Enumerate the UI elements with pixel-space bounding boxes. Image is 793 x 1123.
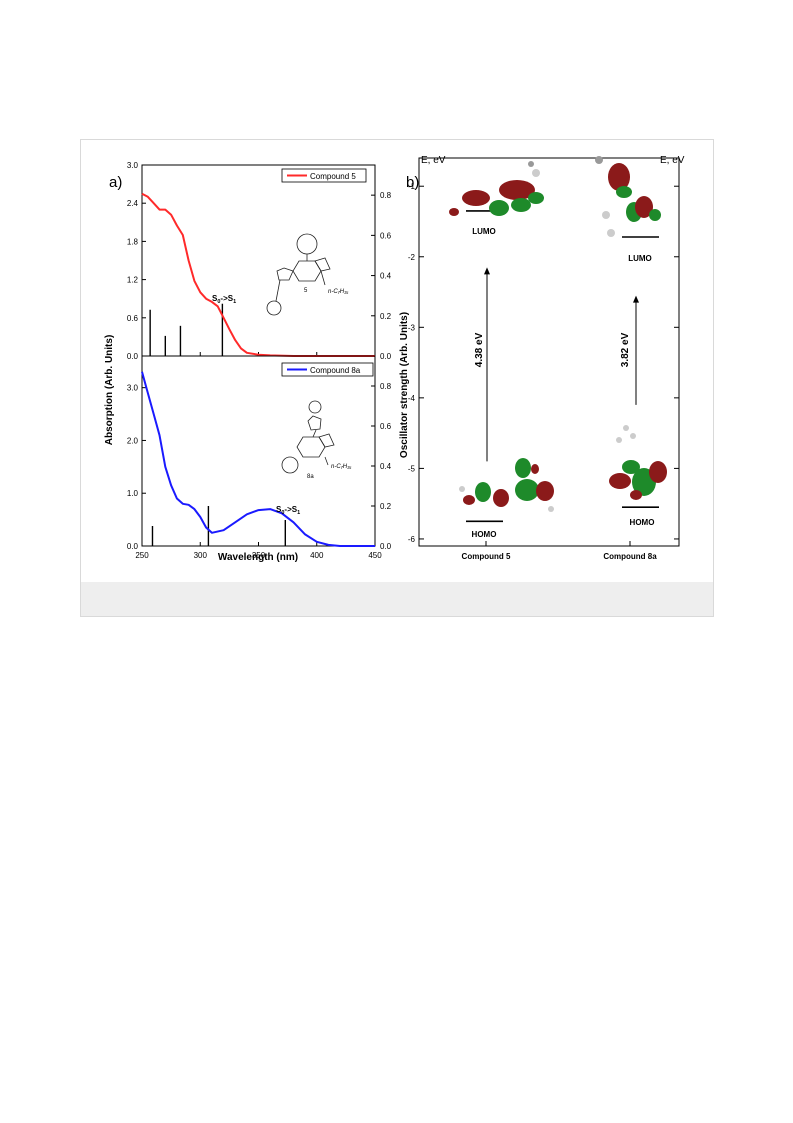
a-bottom-ytick-label: 0.0 (127, 542, 139, 551)
caption-strip (81, 582, 713, 616)
legend-compound-5-label: Compound 5 (310, 172, 356, 181)
b-ytick-label: -1 (408, 182, 416, 191)
legend-compound-8a-label: Compound 8a (310, 366, 361, 375)
figure-frame: a) b) 0.0 0.6 1.2 1.8 2.4 3.0 0.0 0.2 0.4 0.6 0.8 0… (80, 139, 714, 617)
b-ytick-label: -6 (408, 535, 416, 544)
structure-5-chain: n-C₇H₁₅ (328, 289, 349, 295)
a-top-y2tick-label: 0.0 (380, 352, 392, 361)
a-ylabel: Absorption (Arb. Units) (104, 335, 115, 446)
figure-svg: a) b) 0.00.61.21.82.43.00.00.20.40.60.80… (104, 155, 685, 563)
a-top-ytick-label: 1.2 (127, 276, 139, 285)
b-ytick-label: -4 (408, 394, 416, 403)
b-frame (418, 157, 680, 547)
a-top-ytick-label: 1.8 (127, 237, 139, 246)
a-top-ytick-label: 0.0 (127, 352, 139, 361)
a-top-y2tick-label: 0.6 (380, 231, 392, 240)
a-top-ytick-label: 2.4 (127, 199, 139, 208)
homo-8a-orbital (609, 425, 667, 500)
legend-compound-5: Compound 5 (281, 168, 367, 183)
a-bottom-xtick-label: 400 (310, 551, 324, 560)
a-top-y2tick-label: 0.2 (380, 312, 392, 321)
a-bottom-ytick-label: 2.0 (127, 436, 139, 445)
a-bottom-y2tick-label: 0.0 (380, 542, 392, 551)
a-top-ytick-label: 0.6 (127, 314, 139, 323)
b-category-compound-8a: Compound 8a (603, 552, 657, 561)
annotation-a-bottom: S0->S1 (276, 505, 300, 516)
a-top-series-line (141, 192, 375, 357)
panel-a-label: a) (109, 174, 122, 191)
svg-text:S0->S1: S0->S1 (212, 294, 236, 305)
homo-5-label: HOMO (472, 530, 497, 539)
panel-b-label: b) (406, 174, 419, 191)
b-ylabel-right: E, eV (660, 155, 685, 166)
a-bottom-xtick-label: 350 (252, 551, 266, 560)
a-y2label: Oscillator strength (Arb. Units) (399, 312, 410, 458)
b-ytick-label: -2 (408, 253, 416, 262)
legend-compound-8a: Compound 8a (281, 362, 374, 377)
lumo-5-label: LUMO (472, 227, 496, 236)
gap-5-label: 4.38 eV (474, 332, 485, 367)
a-bottom-y2tick-label: 0.2 (380, 502, 392, 511)
a-bottom-xtick-label: 450 (368, 551, 382, 560)
structure-8a-drawing: 8a n-C₇H₁₅ (281, 400, 352, 480)
a-bottom-y2tick-label: 0.4 (380, 462, 392, 471)
panel-b: -1 -2 -3 -4 -5 -6 (408, 157, 680, 547)
a-bottom-y2tick-label: 0.8 (380, 382, 392, 391)
b-ytick-label: -5 (408, 464, 416, 473)
lumo-8a-orbital (595, 156, 661, 237)
a-top-ytick-label: 3.0 (127, 161, 139, 170)
a-top-y2tick-label: 0.4 (380, 272, 392, 281)
gap-8a-label: 3.82 eV (620, 332, 631, 367)
annotation-a-top: S0->S1 (212, 294, 236, 305)
homo-5-orbital (459, 458, 554, 512)
svg-text:S0->S1: S0->S1 (276, 505, 300, 516)
a-bottom-series-line (141, 371, 375, 547)
a-top-y2tick-label: 0.8 (380, 191, 392, 200)
a-bottom-y2tick-label: 0.6 (380, 422, 392, 431)
a-bottom-frame (141, 355, 376, 547)
a-bottom-xtick-label: 250 (135, 551, 149, 560)
structure-8a-label: 8a (307, 474, 314, 480)
a-bottom-ytick-label: 3.0 (127, 384, 139, 393)
a-xlabel: Wavelength (nm) (218, 552, 298, 563)
b-category-compound-5: Compound 5 (462, 552, 511, 561)
a-bottom-ytick-label: 1.0 (127, 489, 139, 498)
b-ylabel-left: E, eV (421, 155, 446, 166)
gap-arrow-head (484, 267, 490, 275)
structure-5-drawing: 5 n-C₇H₁₅ (266, 233, 349, 316)
gap-arrow-head (633, 295, 639, 303)
a-bottom-xtick-label: 300 (194, 551, 208, 560)
b-ytick-label: -3 (408, 323, 416, 332)
lumo-8a-label: LUMO (628, 254, 652, 263)
a-top-frame (141, 164, 376, 357)
panel-a: 0.0 0.6 1.2 1.8 2.4 3.0 0.0 0.2 0.4 0.6 0.8 0.0 1.0 2… (127, 161, 392, 560)
homo-8a-label: HOMO (630, 518, 655, 527)
lumo-5-orbital (449, 161, 544, 216)
structure-8a-chain: n-C₇H₁₅ (331, 464, 352, 470)
structure-5-label: 5 (304, 288, 308, 294)
